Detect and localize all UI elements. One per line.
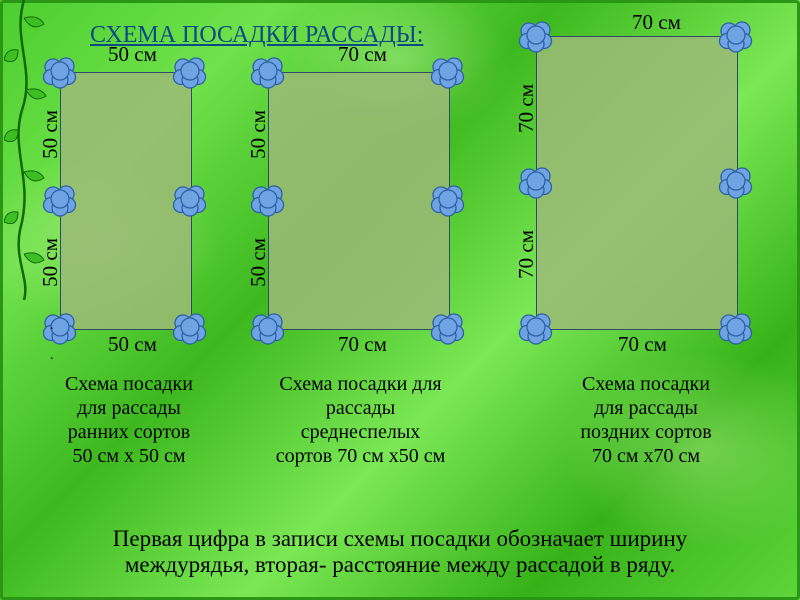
bush-icon bbox=[718, 310, 754, 346]
bush-icon bbox=[172, 54, 208, 90]
dimension-label-left1: 50 см bbox=[38, 110, 63, 159]
bush-icon bbox=[250, 310, 286, 346]
scheme-early: 50 см50 см50 см50 см bbox=[60, 72, 190, 328]
bush-icon bbox=[430, 54, 466, 90]
bush-icon bbox=[172, 310, 208, 346]
planting-box bbox=[536, 36, 738, 330]
bush-icon bbox=[42, 54, 78, 90]
planting-box bbox=[268, 72, 450, 330]
bush-icon bbox=[250, 182, 286, 218]
period-mark: . bbox=[50, 318, 54, 334]
dimension-label-bottom: 50 см bbox=[108, 332, 157, 357]
footer-line-1: Первая цифра в записи схемы посадки обоз… bbox=[113, 526, 688, 551]
infographic-canvas: { "title": "СХЕМА ПОСАДКИ РАССАДЫ:", "fo… bbox=[0, 0, 800, 600]
scheme-caption-early: Схема посадкидля рассадыранних сортов50 … bbox=[24, 372, 234, 468]
scheme-late: 70 см70 см70 см70 см bbox=[536, 36, 736, 328]
dimension-label-bottom: 70 см bbox=[618, 332, 667, 357]
dimension-label-left2: 50 см bbox=[246, 238, 271, 287]
dimension-label-top: 50 см bbox=[108, 42, 157, 67]
dimension-label-bottom: 70 см bbox=[338, 332, 387, 357]
bush-icon bbox=[518, 310, 554, 346]
footer-line-2: междурядья, вторая- расстояние между рас… bbox=[125, 552, 675, 577]
bush-icon bbox=[718, 18, 754, 54]
dimension-label-top: 70 см bbox=[338, 42, 387, 67]
dimension-label-left2: 70 см bbox=[514, 230, 539, 279]
footer-note: Первая цифра в записи схемы посадки обоз… bbox=[60, 526, 740, 578]
scheme-mid: 70 см70 см50 см50 см bbox=[268, 72, 448, 328]
dimension-label-left2: 50 см bbox=[38, 238, 63, 287]
bush-icon bbox=[518, 164, 554, 200]
dimension-label-left1: 70 см bbox=[514, 84, 539, 133]
bush-icon bbox=[430, 182, 466, 218]
bush-icon bbox=[430, 310, 466, 346]
period-mark: . bbox=[50, 348, 54, 364]
bush-icon bbox=[250, 54, 286, 90]
bush-icon bbox=[718, 164, 754, 200]
bush-icon bbox=[172, 182, 208, 218]
scheme-caption-late: Схема посадкидля рассадыпоздних сортов70… bbox=[546, 372, 746, 468]
bush-icon bbox=[42, 182, 78, 218]
bush-icon bbox=[518, 18, 554, 54]
dimension-label-left1: 50 см bbox=[246, 110, 271, 159]
bush-icon bbox=[42, 310, 78, 346]
dimension-label-top: 70 см bbox=[632, 10, 681, 35]
scheme-caption-mid: Схема посадки длярассадысреднеспелыхсорт… bbox=[248, 372, 473, 468]
